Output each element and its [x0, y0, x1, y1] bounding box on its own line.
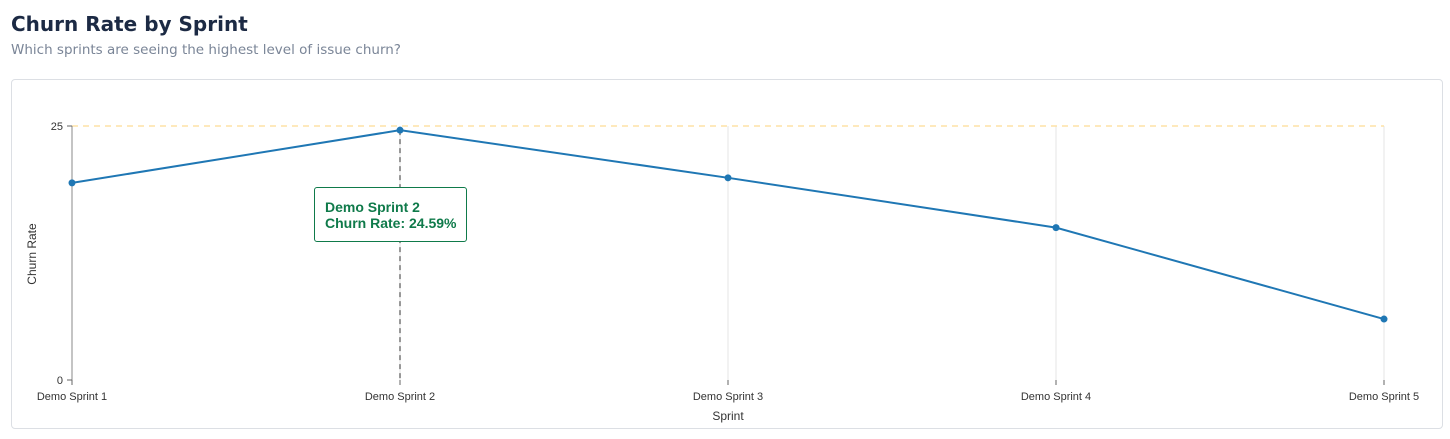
chart-card [11, 79, 1443, 429]
x-tick-label-3: Demo Sprint 3 [693, 391, 763, 403]
series-group [68, 126, 1388, 380]
x-axis-label: Sprint [712, 409, 744, 423]
tooltip-value: Churn Rate: 24.59% [325, 215, 457, 231]
x-tick-label-5: Demo Sprint 5 [1349, 391, 1419, 403]
axis-labels: Sprint Churn Rate [25, 223, 744, 423]
x-tick-label-2: Demo Sprint 2 [365, 391, 435, 403]
y-tick-label-0: 0 [57, 375, 63, 387]
x-tick-label-1: Demo Sprint 1 [37, 391, 107, 403]
y-tick-label-25: 25 [51, 121, 63, 133]
data-point-2 [396, 126, 404, 134]
data-point-4 [1052, 224, 1060, 232]
page-title: Churn Rate by Sprint [11, 12, 248, 36]
chart-header: Churn Rate by Sprint Which sprints are s… [11, 10, 401, 60]
data-point-3 [724, 174, 732, 182]
tooltip-category: Demo Sprint 2 [325, 199, 420, 215]
axes: Demo Sprint 1 Demo Sprint 2 Demo Sprint 3 D… [37, 121, 1419, 403]
y-axis-label: Churn Rate [25, 223, 39, 285]
x-tick-label-4: Demo Sprint 4 [1021, 391, 1091, 403]
data-point-1 [68, 179, 76, 187]
page-subtitle: Which sprints are seeing the highest lev… [11, 42, 401, 58]
chart-tooltip: Demo Sprint 2 Churn Rate: 24.59% [314, 187, 468, 242]
grid-lines [399, 126, 1385, 380]
data-point-5 [1380, 315, 1388, 323]
